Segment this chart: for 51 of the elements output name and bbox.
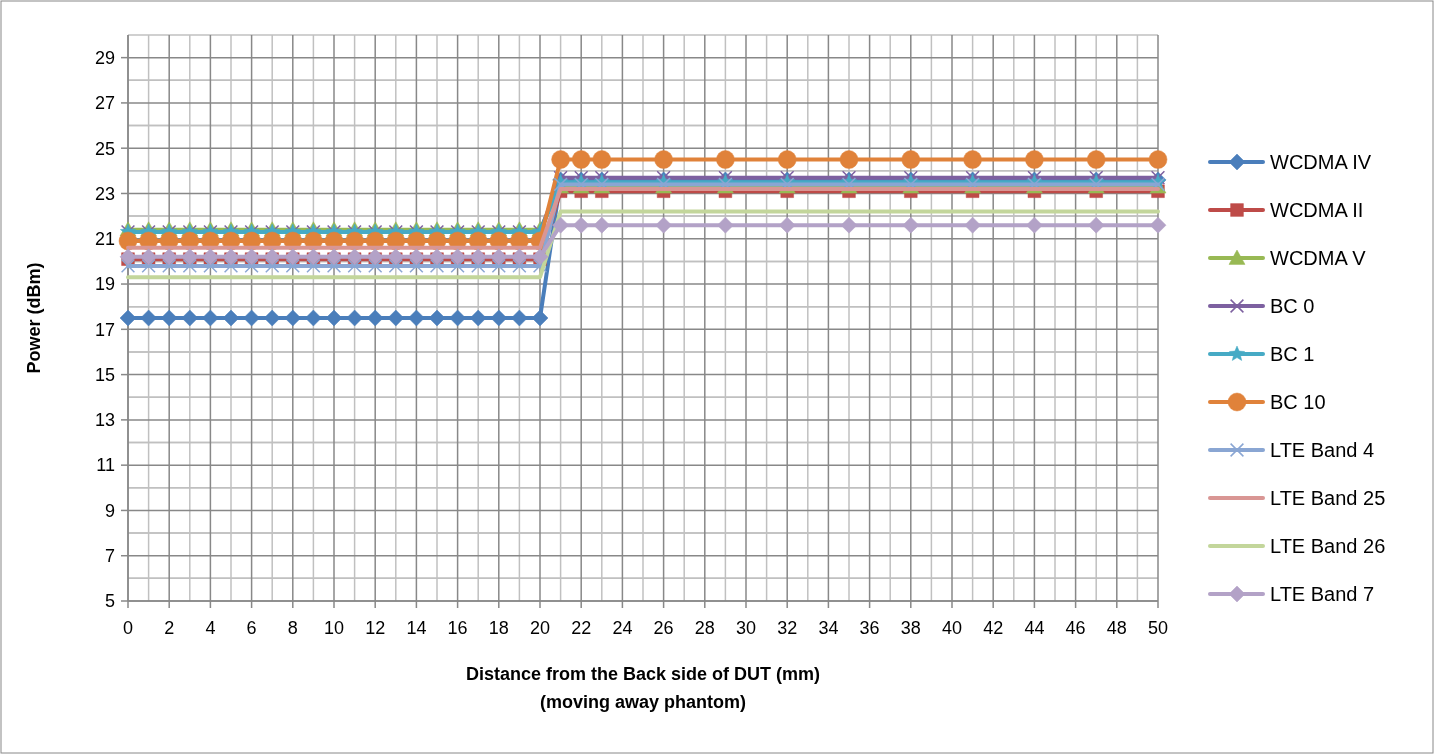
x-tick-label: 12	[365, 618, 386, 638]
x-tick-label: 8	[287, 618, 298, 638]
x-axis-title: Distance from the Back side of DUT (mm) (moving away phantom)	[465, 664, 821, 712]
x-tick-label: 20	[529, 618, 551, 638]
x-tick-label: 50	[1147, 618, 1169, 638]
x-tick-label: 18	[488, 618, 509, 638]
y-tick-label: 17	[94, 319, 115, 340]
x-tick-label: 16	[447, 618, 468, 638]
legend-label: WCDMA V	[1270, 247, 1367, 269]
x-tick-label: 26	[653, 618, 674, 638]
legend-label: BC 10	[1270, 391, 1326, 413]
x-tick-label: 40	[941, 618, 963, 638]
x-tick-label: 2	[164, 618, 175, 638]
x-tick-label: 14	[406, 618, 427, 638]
legend-label: BC 1	[1270, 343, 1315, 365]
y-tick-label: 25	[94, 138, 115, 159]
x-tick-label: 44	[1024, 618, 1045, 638]
x-tick-label: 46	[1065, 618, 1086, 638]
x-tick-label: 0	[122, 618, 134, 638]
x-tick-label: 24	[612, 618, 633, 638]
x-tick-label: 36	[859, 618, 880, 638]
y-tick-label: 7	[104, 546, 115, 567]
y-tick-label: 21	[94, 229, 115, 250]
x-tick-label: 4	[205, 618, 216, 638]
y-tick-label: 19	[94, 274, 115, 295]
y-tick-label: 5	[104, 591, 115, 612]
x-tick-label: 22	[571, 618, 592, 638]
y-tick-label: 13	[94, 410, 115, 431]
y-tick-label: 27	[94, 93, 115, 114]
x-tick-label: 6	[246, 618, 257, 638]
x-tick-label: 32	[777, 618, 798, 638]
y-tick-label: 9	[104, 500, 115, 521]
legend-label: WCDMA IV	[1270, 151, 1372, 173]
legend-label: LTE Band 26	[1270, 535, 1386, 557]
x-tick-label: 48	[1106, 618, 1127, 638]
legend-label: BC 0	[1270, 295, 1315, 317]
y-axis-title: Power (dBm)	[24, 262, 44, 374]
legend-label: WCDMA II	[1270, 199, 1364, 221]
y-tick-label: 15	[94, 364, 115, 385]
x-tick-label: 10	[323, 618, 345, 638]
x-tick-label: 42	[983, 618, 1004, 638]
x-tick-label: 28	[694, 618, 715, 638]
legend-label: LTE Band 4	[1270, 439, 1375, 461]
legend-label: LTE Band 25	[1270, 487, 1386, 509]
legend-label: LTE Band 7	[1270, 583, 1375, 605]
x-tick-label: 30	[735, 618, 757, 638]
y-tick-label: 29	[94, 47, 115, 68]
y-tick-label: 11	[96, 455, 115, 476]
x-tick-label: 34	[818, 618, 839, 638]
x-tick-label: 38	[900, 618, 921, 638]
y-tick-label: 23	[94, 183, 115, 204]
